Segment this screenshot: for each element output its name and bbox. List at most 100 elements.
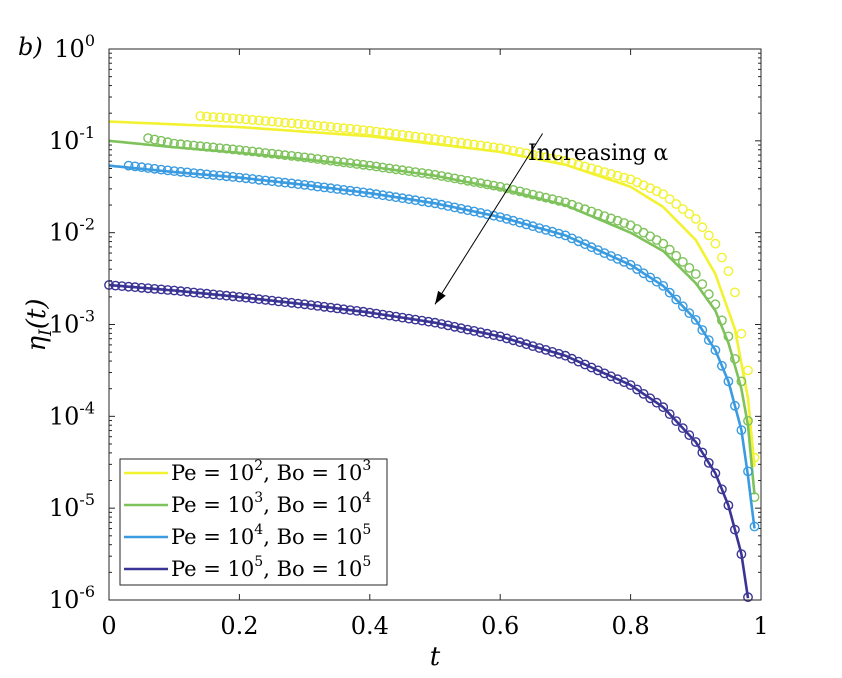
- series-marker-indigo: [677, 423, 688, 433]
- series-marker-yellow: [221, 113, 232, 123]
- series-marker-indigo: [240, 292, 251, 303]
- y-tick-label-base: 10: [49, 311, 80, 339]
- y-tick-label-exponent: 0: [85, 31, 95, 50]
- series-marker-yellow: [390, 129, 401, 139]
- series-marker-indigo: [547, 346, 558, 357]
- x-tick-label: 0.4: [351, 612, 389, 640]
- series-marker-yellow: [710, 238, 721, 249]
- legend-label-part: , Bo = 10: [263, 461, 362, 485]
- series-marker-blue: [162, 165, 173, 176]
- series-marker-blue: [280, 177, 290, 188]
- series-marker-indigo: [208, 289, 219, 300]
- series-marker-yellow: [723, 266, 734, 277]
- series-marker-blue: [403, 194, 414, 205]
- series-marker-blue: [664, 287, 675, 298]
- series-marker-indigo: [462, 324, 473, 335]
- y-axis-label-sub: I: [36, 329, 56, 337]
- series-marker-green: [351, 159, 362, 169]
- series-marker-blue: [469, 206, 479, 217]
- series-marker-yellow: [384, 128, 395, 139]
- series-marker-yellow: [488, 142, 499, 153]
- series-marker-blue: [527, 221, 538, 232]
- series-marker-green: [521, 188, 532, 198]
- series-marker-green: [482, 179, 493, 190]
- series-marker-yellow: [540, 152, 551, 163]
- y-tick-label: 10-1: [49, 123, 95, 155]
- series-marker-blue: [143, 163, 154, 173]
- series-marker-indigo: [345, 305, 356, 315]
- series-marker-blue: [377, 190, 388, 201]
- y-tick-label-base: 10: [49, 586, 80, 614]
- series-marker-indigo: [338, 304, 349, 315]
- series-marker-indigo: [684, 430, 695, 440]
- x-tick-label: 0.2: [220, 612, 258, 640]
- series-marker-green: [390, 164, 401, 175]
- series-marker-green: [306, 153, 316, 164]
- annotation-text: Increasing α: [528, 141, 668, 166]
- series-marker-yellow: [201, 111, 212, 122]
- panel-label: b): [18, 33, 43, 61]
- series-marker-indigo: [227, 291, 238, 302]
- x-tick-label: 0.6: [481, 612, 519, 640]
- series-marker-yellow: [208, 112, 219, 122]
- series-marker-blue: [221, 171, 232, 182]
- series-marker-yellow: [410, 131, 421, 142]
- series-marker-blue: [671, 294, 682, 305]
- series-marker-blue: [208, 170, 219, 180]
- series-marker-indigo: [743, 592, 753, 603]
- series-marker-indigo: [736, 549, 747, 559]
- series-marker-green: [743, 415, 753, 426]
- series-marker-yellow: [554, 154, 564, 165]
- series-marker-green: [684, 262, 695, 273]
- series-marker-green: [462, 175, 473, 186]
- series-marker-green: [599, 211, 610, 222]
- series-marker-blue: [273, 177, 284, 187]
- series-marker-yellow: [593, 165, 603, 176]
- series-marker-indigo: [195, 288, 206, 298]
- series-marker-yellow: [671, 199, 682, 209]
- series-marker-indigo: [188, 287, 199, 298]
- series-marker-blue: [247, 174, 258, 184]
- series-marker-blue: [736, 425, 747, 435]
- series-marker-yellow: [547, 153, 558, 164]
- series-yellow: [108, 111, 760, 467]
- svg-text:ηI(t): ηI(t): [22, 298, 56, 351]
- series-marker-blue: [175, 166, 186, 177]
- series-marker-yellow: [364, 125, 375, 136]
- series-marker-green: [723, 331, 734, 342]
- series-marker-indigo: [658, 402, 669, 413]
- legend-label-exponent: 4: [362, 490, 371, 506]
- y-tick-label: 10-4: [49, 398, 95, 430]
- y-tick-label: 10-5: [49, 490, 95, 522]
- series-marker-green: [169, 138, 180, 149]
- series-marker-green: [449, 173, 460, 184]
- series-indigo: [104, 280, 753, 603]
- series-marker-blue: [475, 207, 486, 218]
- series-marker-green: [417, 168, 427, 178]
- series-marker-yellow: [319, 121, 330, 132]
- series-marker-green: [234, 145, 245, 155]
- legend-label-blue: Pe = 104, Bo = 105: [171, 522, 371, 549]
- series-marker-green: [534, 191, 545, 202]
- series-layer: [104, 111, 760, 603]
- series-marker-yellow: [482, 141, 493, 152]
- series-marker-blue: [227, 171, 238, 182]
- series-marker-blue: [710, 345, 721, 356]
- series-marker-yellow: [730, 287, 740, 298]
- series-marker-yellow: [462, 138, 473, 149]
- series-marker-indigo: [449, 321, 460, 332]
- legend-label-exponent: 4: [254, 522, 263, 538]
- series-marker-yellow: [736, 328, 747, 339]
- series-marker-indigo: [351, 305, 362, 316]
- series-marker-green: [254, 147, 264, 158]
- series-marker-blue: [156, 164, 167, 175]
- series-marker-indigo: [501, 333, 512, 344]
- series-marker-blue: [201, 169, 212, 180]
- series-marker-indigo: [664, 409, 675, 419]
- series-marker-green: [162, 137, 173, 148]
- series-marker-yellow: [403, 130, 414, 141]
- series-marker-indigo: [482, 328, 493, 339]
- series-green: [108, 133, 760, 502]
- series-marker-indigo: [723, 500, 734, 511]
- series-marker-yellow: [254, 115, 264, 126]
